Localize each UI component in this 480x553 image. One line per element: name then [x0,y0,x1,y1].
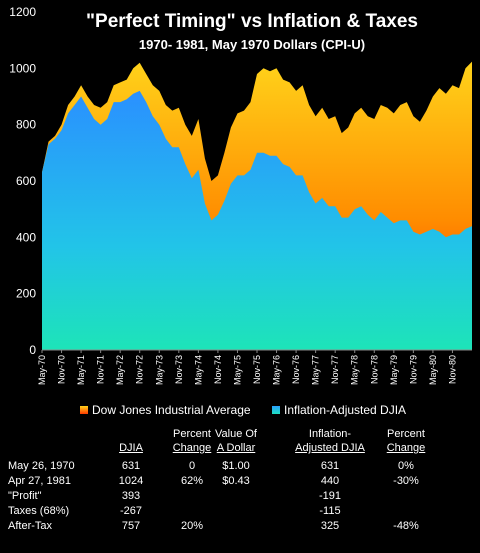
chart-title: "Perfect Timing" vs Inflation & Taxes [86,11,418,32]
legend-label-djia: Dow Jones Industrial Average [92,403,251,417]
table-cell: 440 [320,475,340,487]
x-tick-label: May-78 [350,355,360,385]
legend-swatch-adjusted [272,406,280,414]
table-cell: 631 [320,460,340,472]
x-tick-label: May-79 [389,355,399,385]
table-cell: 62% [180,475,204,487]
x-tick-label: May-80 [428,355,438,385]
table-row-label: "Profit" [8,490,42,502]
y-tick-label: 0 [29,343,36,357]
table-cell: 325 [320,520,340,532]
table-cell: 757 [121,520,141,532]
table-header: Change [172,442,212,454]
x-tick-label: May-75 [232,355,242,385]
table-row-label: After-Tax [8,520,53,532]
x-tick-label: Nov-76 [291,355,301,384]
x-tick-label: May-73 [154,355,164,385]
legend-item-adjusted: Inflation-Adjusted DJIA [272,403,406,417]
table-cell: 0% [398,460,414,472]
table-header: Adjusted DJIA [295,442,365,454]
x-tick-label: Nov-79 [408,355,418,384]
table-cell: 20% [180,520,204,532]
chart: 0 200 400 600 800 1000 1200 May-70 Nov-70 May-71… [9,5,472,385]
adjusted-djia-area [42,90,472,351]
x-tick-label: May-71 [76,355,86,385]
table-cell: 0 [188,460,196,472]
legend-swatch-djia [80,406,88,414]
table-cell: 393 [121,490,141,502]
x-tick-label: Nov-70 [57,355,67,384]
x-tick-label: May-72 [115,355,125,385]
x-axis: May-70 Nov-70 May-71 Nov-71 May-72 Nov-72 May-… [37,350,457,385]
table-cell: 631 [121,460,141,472]
y-axis: 0 200 400 600 800 1000 1200 [9,5,36,357]
table-header: DJIA [119,442,143,454]
table-cell: $1.00 [222,460,250,472]
legend-item-djia: Dow Jones Industrial Average [80,403,251,417]
table-header: Change [386,442,426,454]
x-tick-label: Nov-80 [447,355,457,384]
x-tick-label: May-77 [311,355,321,385]
table-cell: -48% [393,520,419,532]
table-header: Percent [387,428,425,440]
table-header: A Dollar [216,442,256,454]
table-row-label: May 26, 1970 [8,460,75,472]
table-row-label: Taxes (68%) [8,505,70,517]
table-cell: -115 [319,505,341,517]
table-cell: -267 [119,505,143,517]
table-cell: -191 [318,490,342,502]
y-tick-label: 1200 [9,5,36,19]
x-tick-label: Nov-78 [369,355,379,384]
x-tick-label: Nov-74 [213,355,223,384]
y-tick-label: 800 [16,118,36,132]
chart-subtitle: 1970- 1981, May 1970 Dollars (CPI-U) [139,37,365,52]
table-row-label: Apr 27, 1981 [8,475,71,487]
y-tick-label: 1000 [9,61,36,75]
y-tick-label: 400 [16,230,36,244]
y-tick-label: 200 [16,287,36,301]
x-tick-label: May-70 [37,355,47,385]
legend-label-adjusted: Inflation-Adjusted DJIA [284,403,407,417]
table-cell: -30% [393,475,419,487]
table-header: Inflation- [308,428,352,440]
x-tick-label: Nov-75 [252,355,262,384]
table-header: Value Of [215,428,257,440]
table-cell: $0.43 [222,475,250,487]
table-cell: 1024 [118,475,144,487]
x-tick-label: May-74 [193,355,203,385]
y-tick-label: 600 [16,174,36,188]
table-header: Percent [173,428,211,440]
x-tick-label: Nov-71 [96,355,106,384]
x-tick-label: May-76 [272,355,282,385]
x-tick-label: Nov-72 [135,355,145,384]
x-tick-label: Nov-73 [174,355,184,384]
plot-area [42,61,472,351]
x-tick-label: Nov-77 [330,355,340,384]
